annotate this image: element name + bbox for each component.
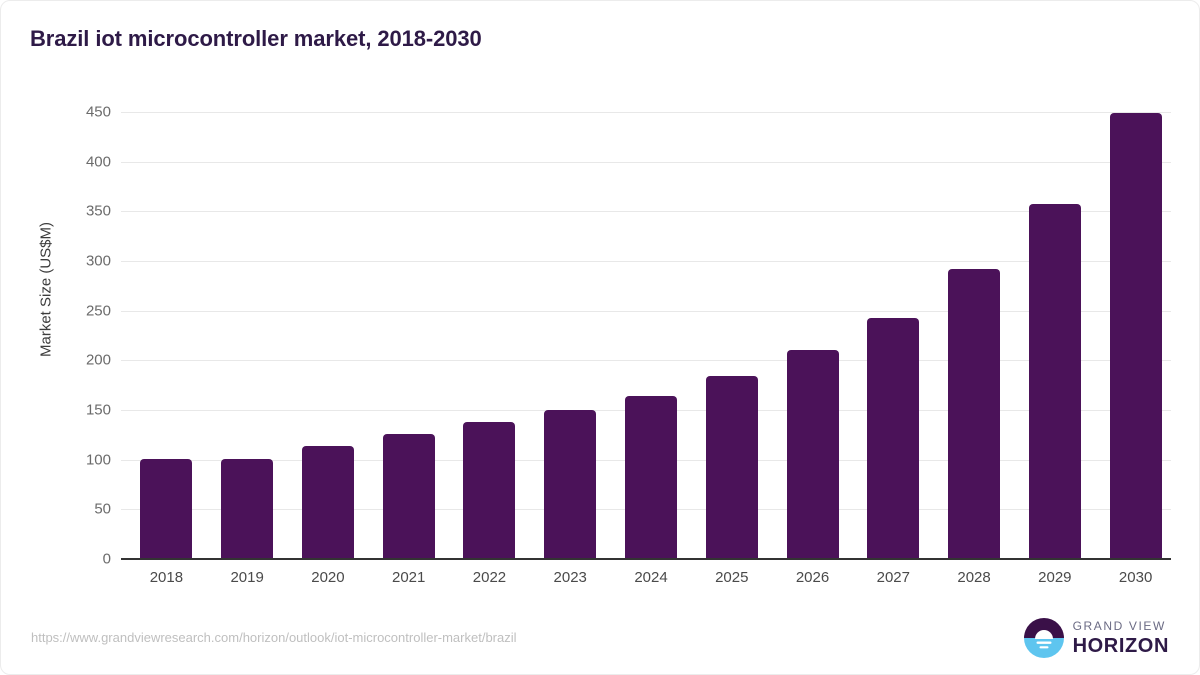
y-tick-label: 150 — [85, 401, 111, 419]
plot-area — [121, 112, 1171, 559]
x-tick-label: 2029 — [1038, 569, 1072, 586]
gridline — [121, 211, 1171, 213]
x-tick-label: 2025 — [715, 569, 749, 586]
y-tick-label: 50 — [94, 500, 111, 518]
bar[interactable] — [221, 458, 274, 559]
x-tick-label: 2027 — [876, 569, 910, 586]
x-tick-label: 2020 — [311, 569, 345, 586]
y-axis-tick-labels: 0 50 100 150 200 250 300 350 400 450 — [41, 1, 111, 674]
x-tick-label: 2018 — [149, 569, 184, 586]
y-tick-label: 350 — [85, 202, 111, 220]
bar[interactable] — [301, 445, 354, 559]
y-tick-label: 200 — [85, 351, 111, 369]
bar[interactable] — [705, 376, 758, 559]
bar[interactable] — [140, 458, 193, 559]
gridline — [121, 360, 1171, 362]
x-tick-label: 2022 — [472, 569, 507, 586]
gridline — [121, 112, 1171, 113]
page-title: Brazil iot microcontroller market, 2018-… — [30, 26, 482, 51]
bar[interactable] — [786, 350, 839, 559]
x-axis-line — [121, 558, 1171, 560]
gridline — [121, 310, 1171, 312]
bar[interactable] — [382, 433, 435, 559]
y-tick-label: 250 — [85, 302, 111, 320]
bar[interactable] — [625, 396, 677, 559]
y-tick-label: 0 — [102, 550, 111, 568]
y-tick-label: 300 — [85, 252, 111, 270]
bar[interactable] — [544, 410, 597, 559]
y-tick-label: 450 — [85, 103, 111, 121]
bar[interactable] — [867, 317, 920, 559]
logo-wordmark: GRAND VIEW HORIZON — [1073, 620, 1169, 656]
x-tick-label: 2026 — [795, 569, 830, 586]
x-tick-label: 2028 — [957, 569, 991, 586]
x-tick-label: 2023 — [553, 569, 587, 586]
horizon-logo-icon — [1023, 618, 1064, 658]
gridline — [121, 261, 1171, 262]
y-axis-title: Market Size (US$M) — [37, 221, 55, 358]
bar[interactable] — [1109, 113, 1162, 559]
x-tick-label: 2019 — [230, 569, 264, 586]
x-tick-label: 2021 — [392, 569, 426, 586]
gridline — [121, 161, 1171, 163]
logo-line-2: HORIZON — [1072, 635, 1169, 657]
bar[interactable] — [1028, 204, 1081, 559]
source-url[interactable]: https://www.grandviewresearch.com/horizo… — [31, 630, 517, 645]
bar[interactable] — [948, 268, 1001, 559]
y-tick-label: 400 — [85, 153, 111, 171]
logo-line-1: GRAND VIEW — [1072, 619, 1166, 633]
brand-logo: GRAND VIEW HORIZON — [1023, 618, 1169, 658]
y-tick-label: 100 — [85, 451, 111, 469]
x-tick-label: 2030 — [1118, 569, 1153, 586]
bar[interactable] — [463, 421, 516, 559]
x-tick-label: 2024 — [634, 569, 668, 586]
